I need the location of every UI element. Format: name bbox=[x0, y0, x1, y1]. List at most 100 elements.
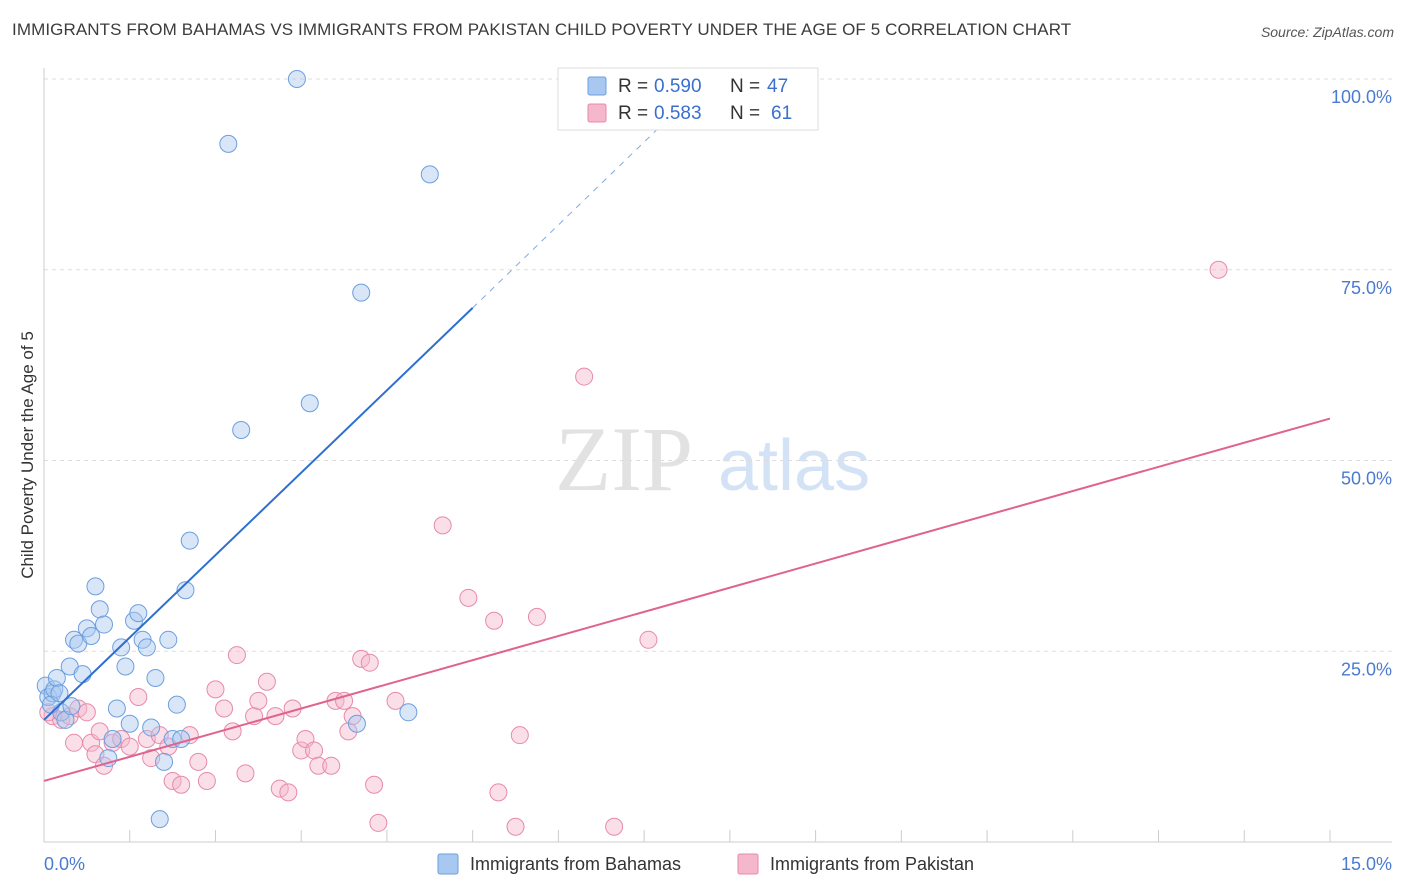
data-point bbox=[120, 737, 139, 756]
data-point bbox=[189, 752, 208, 771]
legend-r-value-pakistan: 0.583 bbox=[654, 103, 702, 124]
y-tick-label: 100.0% bbox=[1331, 87, 1392, 107]
data-point bbox=[112, 638, 131, 657]
data-point bbox=[163, 771, 182, 790]
data-point bbox=[129, 604, 148, 623]
data-point bbox=[510, 726, 529, 745]
data-point bbox=[116, 657, 135, 676]
legend-n-label-bahamas: N = bbox=[730, 76, 760, 97]
watermark: ZIP atlas bbox=[555, 408, 870, 510]
series-pakistan-points bbox=[39, 260, 1228, 836]
legend-n-value-pakistan: 61 bbox=[771, 103, 792, 124]
data-point bbox=[506, 817, 525, 836]
data-point bbox=[129, 688, 148, 707]
data-point bbox=[95, 615, 114, 634]
legend-r-label-bahamas: R = bbox=[618, 76, 648, 97]
data-point bbox=[1209, 260, 1228, 279]
data-point bbox=[352, 283, 371, 302]
data-point bbox=[103, 733, 122, 752]
data-point bbox=[287, 70, 306, 88]
data-point bbox=[249, 691, 268, 710]
data-point bbox=[227, 646, 246, 665]
y-tick-label: 50.0% bbox=[1341, 469, 1392, 489]
data-point bbox=[236, 764, 255, 783]
data-point bbox=[309, 756, 328, 775]
data-point bbox=[369, 813, 388, 832]
data-point bbox=[433, 516, 452, 535]
y-axis-label: Child Poverty Under the Age of 5 bbox=[18, 331, 37, 579]
data-point bbox=[69, 699, 88, 718]
axes bbox=[43, 68, 1392, 843]
data-point bbox=[575, 367, 594, 386]
data-point bbox=[489, 783, 508, 802]
bottom-legend-swatch-bahamas bbox=[437, 853, 459, 875]
trend-lines bbox=[43, 116, 1331, 782]
series-legend: Immigrants from Bahamas Immigrants from … bbox=[437, 853, 974, 875]
data-point bbox=[219, 134, 238, 153]
data-point bbox=[50, 684, 69, 703]
data-point bbox=[485, 611, 504, 630]
data-point bbox=[322, 756, 341, 775]
data-point bbox=[90, 600, 109, 619]
data-point bbox=[62, 697, 81, 716]
data-point bbox=[56, 710, 75, 729]
trend-line-bahamas-extension bbox=[472, 116, 671, 309]
data-point bbox=[180, 531, 199, 550]
data-point bbox=[65, 733, 84, 752]
bottom-legend-label-bahamas: Immigrants from Bahamas bbox=[470, 854, 681, 874]
gridlines bbox=[44, 78, 1392, 652]
data-point bbox=[150, 810, 169, 829]
bottom-legend-swatch-pakistan bbox=[737, 853, 759, 875]
data-point bbox=[215, 699, 234, 718]
data-point bbox=[176, 581, 195, 600]
watermark-zip: ZIP bbox=[555, 408, 693, 510]
y-tick-label: 25.0% bbox=[1341, 659, 1392, 679]
trend-line-bahamas bbox=[43, 307, 474, 721]
data-point bbox=[172, 775, 191, 794]
watermark-atlas: atlas bbox=[718, 426, 870, 506]
data-point bbox=[365, 775, 384, 794]
data-point bbox=[197, 771, 216, 790]
legend-swatch-bahamas bbox=[587, 76, 607, 96]
data-point bbox=[605, 817, 624, 836]
legend-n-label-pakistan: N = bbox=[730, 103, 760, 124]
data-point bbox=[639, 630, 658, 649]
data-point bbox=[86, 577, 105, 596]
data-point bbox=[257, 672, 276, 691]
x-tick-label-min: 0.0% bbox=[44, 854, 85, 874]
data-point bbox=[459, 588, 478, 607]
data-point bbox=[352, 649, 371, 668]
data-point bbox=[159, 630, 178, 649]
data-point bbox=[137, 638, 156, 657]
chart-title: IMMIGRANTS FROM BAHAMAS VS IMMIGRANTS FR… bbox=[12, 20, 1072, 39]
data-point bbox=[73, 665, 92, 684]
data-point bbox=[300, 394, 319, 413]
data-point bbox=[279, 783, 298, 802]
legend-swatch-pakistan bbox=[587, 103, 607, 123]
data-point bbox=[103, 729, 122, 748]
data-point bbox=[142, 718, 161, 737]
data-point bbox=[399, 703, 418, 722]
y-tick-labels: 25.0% 50.0% 75.0% 100.0% bbox=[1331, 87, 1392, 679]
trend-line-pakistan bbox=[43, 417, 1331, 782]
data-point bbox=[77, 703, 96, 722]
data-point bbox=[206, 680, 225, 699]
data-point bbox=[232, 420, 251, 439]
bottom-legend-label-pakistan: Immigrants from Pakistan bbox=[770, 854, 974, 874]
data-point bbox=[292, 741, 311, 760]
x-tick-label-max: 15.0% bbox=[1341, 854, 1392, 874]
data-point bbox=[305, 741, 324, 760]
data-point bbox=[527, 607, 546, 626]
stats-legend: R = 0.590 N = 47 R = 0.583 N = 61 bbox=[557, 67, 819, 131]
data-point bbox=[155, 752, 174, 771]
series-bahamas-points bbox=[36, 70, 439, 829]
data-point bbox=[420, 165, 439, 184]
data-point bbox=[146, 668, 165, 687]
legend-n-value-bahamas: 47 bbox=[767, 76, 788, 97]
data-point bbox=[347, 714, 366, 733]
x-ticks bbox=[129, 830, 1331, 842]
data-point bbox=[270, 779, 289, 798]
data-point bbox=[120, 714, 139, 733]
data-point bbox=[47, 668, 66, 687]
source-label: Source: ZipAtlas.com bbox=[1260, 24, 1394, 40]
